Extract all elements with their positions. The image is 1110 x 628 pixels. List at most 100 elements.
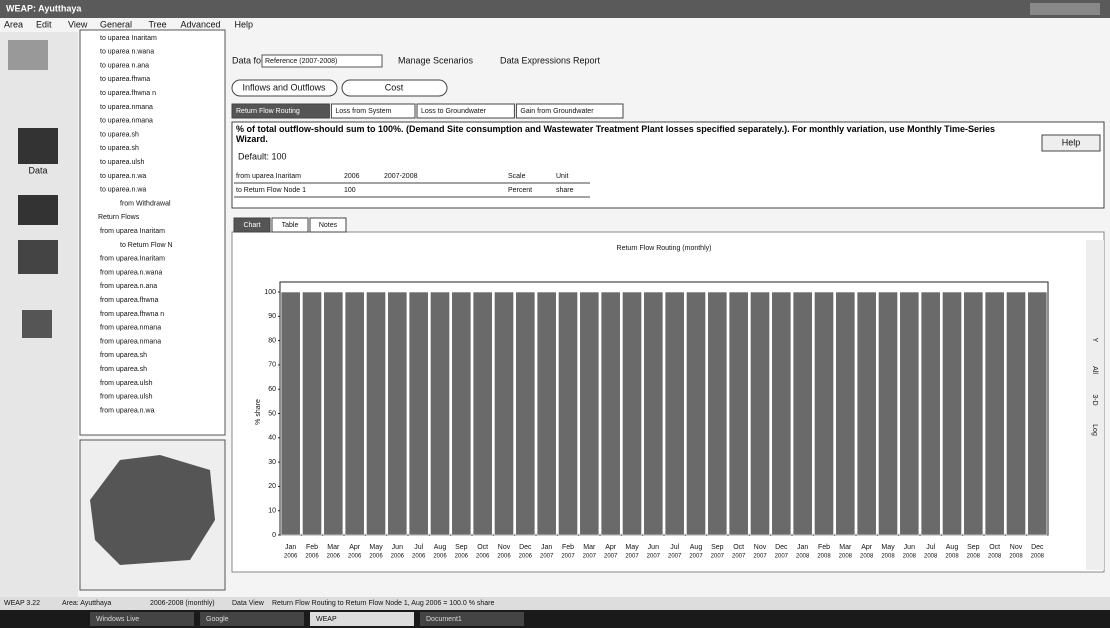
menu-item[interactable]: View [68,19,88,29]
menu-item[interactable]: Area [4,19,23,29]
overviews-icon[interactable] [18,240,58,274]
x-tick-year: 2006 [412,554,426,560]
tree-item[interactable]: to uparea.sh [100,131,139,138]
chart-tool[interactable]: Y [1091,338,1098,343]
table-cell: to Return Flow Node 1 [236,187,306,194]
bar [793,292,812,535]
bar [900,292,919,535]
results-icon[interactable] [18,195,58,225]
x-tick-year: 2007 [753,554,767,560]
manage-scenarios[interactable]: Manage Scenarios [398,55,474,65]
y-tick-label: 60 [268,386,276,393]
tree-item[interactable]: from uparea.nmana [100,325,161,332]
task-label[interactable]: Windows Live [96,616,139,623]
tree-item[interactable]: to uparea.fhwna n [100,90,156,97]
bar [345,292,364,535]
x-tick-label: Jan [285,544,296,551]
subtab-label[interactable]: Gain from Groundwater [520,108,594,115]
tree-item[interactable]: from uparea Inaritam [100,228,165,235]
tree-item[interactable]: to uparea.ulsh [100,159,144,166]
tree-item[interactable]: Return Flows [98,214,140,221]
tree-item[interactable]: to uparea.n.wa [100,187,146,194]
x-tick-label: Oct [477,544,488,551]
x-tick-year: 2006 [433,554,447,560]
chart-tool[interactable]: Log [1091,424,1098,436]
tab-label[interactable]: Inflows and Outflows [242,82,326,92]
tree-item[interactable]: from Withdrawal [120,200,171,207]
chart-tab-label[interactable]: Notes [319,222,338,229]
x-tick-label: Jan [541,544,552,551]
y-tick-label: 90 [268,313,276,320]
bar [388,292,407,535]
x-tick-label: Sep [711,544,724,551]
x-tick-year: 2006 [284,554,298,560]
x-tick-label: Mar [327,544,340,551]
tree-item[interactable]: to uparea.fhwna [100,76,150,83]
tree-item[interactable]: to uparea n.ana [100,62,149,69]
data-for-label: Data for: [232,55,267,65]
menu-item[interactable]: Edit [36,19,52,29]
menu-item[interactable]: General [100,19,132,29]
table-header: Scale [508,173,526,180]
bar [324,292,343,535]
tree-item[interactable]: to uparea.sh [100,145,139,152]
chart-tool[interactable]: 3-D [1091,394,1098,405]
data-icon[interactable] [18,128,58,164]
help[interactable]: Help [1062,137,1081,147]
chart-tool[interactable]: All [1091,366,1098,374]
tree-item[interactable]: from uparea.nmana [100,338,161,345]
chart-tab-label[interactable]: Chart [243,222,260,229]
chart-tab-label[interactable]: Table [282,222,299,229]
tree-item[interactable]: to uparea n.wana [100,49,154,56]
tree-item[interactable]: to uparea.n.wa [100,173,146,180]
menu-item[interactable]: Help [235,19,254,29]
default: Default: 100 [238,151,287,161]
tree-item[interactable]: from uparea.fhwna n [100,311,164,318]
bar [622,292,641,535]
task-label[interactable]: Google [206,616,229,623]
x-tick-year: 2008 [903,554,917,560]
notes-icon[interactable] [22,310,52,338]
tree-item[interactable]: from uparea.n.wana [100,269,162,276]
tree-item[interactable]: from uparea.n.wa [100,407,155,414]
x-tick-year: 2006 [476,554,490,560]
subtab-label[interactable]: Loss from System [335,108,391,115]
bar [878,292,897,535]
y-tick-label: 30 [268,459,276,466]
tree-item[interactable]: from uparea.ulsh [100,394,153,401]
task-label[interactable]: Document1 [426,616,462,623]
tree-item[interactable]: from uparea.fhwna [100,297,158,304]
x-tick-year: 2008 [817,554,831,560]
subtab-label[interactable]: Return Flow Routing [236,108,300,115]
scenario[interactable]: Reference (2007-2008) [265,58,337,65]
schematic-icon[interactable] [8,40,48,70]
tree-item[interactable]: from uparea.sh [100,352,147,359]
x-tick-label: Oct [733,544,744,551]
x-tick-year: 2006 [369,554,383,560]
tree-item[interactable]: from uparea.ulsh [100,380,153,387]
bar [580,292,599,535]
expressions-report[interactable]: Data Expressions Report [500,55,601,65]
menu-item[interactable]: Tree [149,19,167,29]
tree-item[interactable]: from uparea.n.ana [100,283,157,290]
x-tick-label: Dec [519,544,532,551]
status-item: Data View [232,600,265,607]
tree-item[interactable]: from uparea.sh [100,366,147,373]
y-tick-label: 0 [272,532,276,539]
tree-item[interactable]: to uparea.nmana [100,118,153,125]
x-tick-year: 2007 [668,554,682,560]
x-tick-year: 2008 [988,554,1002,560]
x-tick-label: Dec [775,544,788,551]
window-controls[interactable] [1030,3,1100,15]
subtab-label[interactable]: Loss to Groundwater [421,108,487,115]
task-label[interactable]: WEAP [316,616,337,623]
tree-item[interactable]: from uparea.Inaritam [100,256,165,263]
x-tick-label: Aug [946,544,959,551]
tree-item[interactable]: to uparea.nmana [100,104,153,111]
tree-item[interactable]: to Return Flow N [120,242,173,249]
menu-item[interactable]: Advanced [181,19,221,29]
tab-label[interactable]: Cost [385,82,404,92]
bar [281,292,300,535]
tree-item[interactable]: to uparea Inaritam [100,35,157,42]
chart-title: Return Flow Routing (monthly) [617,245,712,252]
